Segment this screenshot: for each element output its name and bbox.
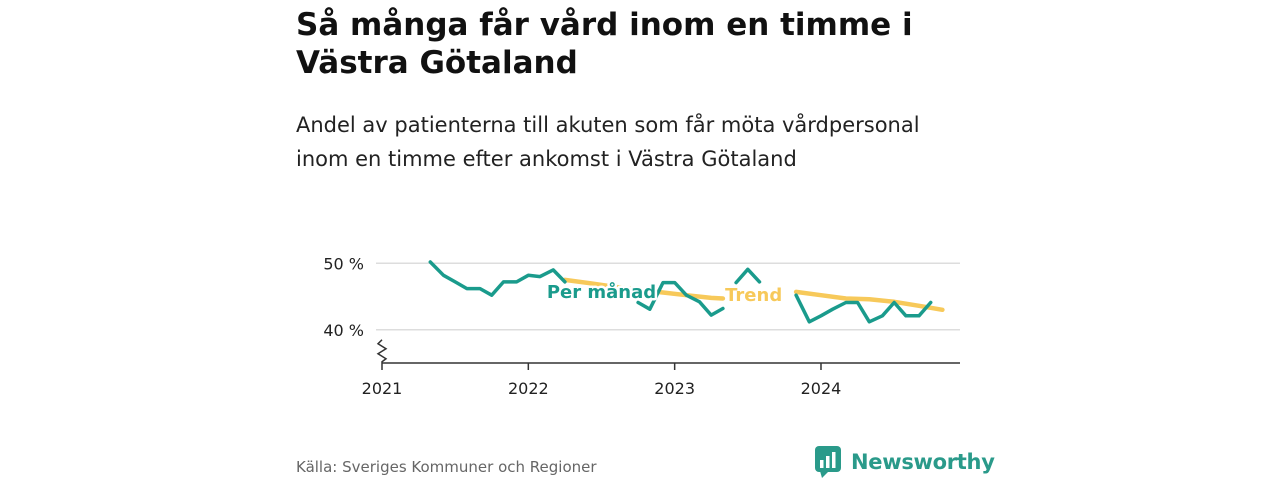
x-tick-label: 2023 [654, 379, 695, 398]
chart-title: Så många får vård inom en timme i Västra… [296, 7, 913, 81]
y-tick-label: 40 % [323, 321, 364, 340]
trend-line-segment [562, 277, 726, 301]
series-lines [428, 260, 945, 324]
monthly-series-label: Per månad [547, 281, 656, 303]
trend-series-label: Trend [725, 285, 782, 306]
x-tick-label: 2022 [508, 379, 549, 398]
y-tick-label: 50 % [323, 254, 364, 273]
x-axis: 2021 2022 2023 2024 [362, 339, 960, 398]
source-note: Källa: Sveriges Kommuner och Regioner [296, 458, 597, 476]
chart-subtitle: Andel av patienterna till akuten som får… [296, 113, 920, 171]
line-chart: 40 % 50 % 2021 2022 2023 2024 Per månad Trend [323, 254, 960, 398]
brand-logo: Newsworthy [814, 445, 995, 479]
y-axis-break-icon [376, 339, 388, 363]
monthly-line-segment [428, 260, 567, 297]
brand-name: Newsworthy [851, 450, 995, 474]
grid-lines: 40 % 50 % [323, 254, 960, 340]
monthly-line-segment [734, 267, 762, 285]
newsworthy-logo-icon [815, 446, 841, 478]
monthly-line-segment [794, 293, 933, 324]
x-tick-label: 2021 [362, 379, 403, 398]
trend-line-segment [793, 289, 945, 313]
series-labels: Per månad Trend [544, 278, 784, 308]
x-tick-label: 2024 [801, 379, 842, 398]
monthly-line-segment [636, 280, 725, 317]
